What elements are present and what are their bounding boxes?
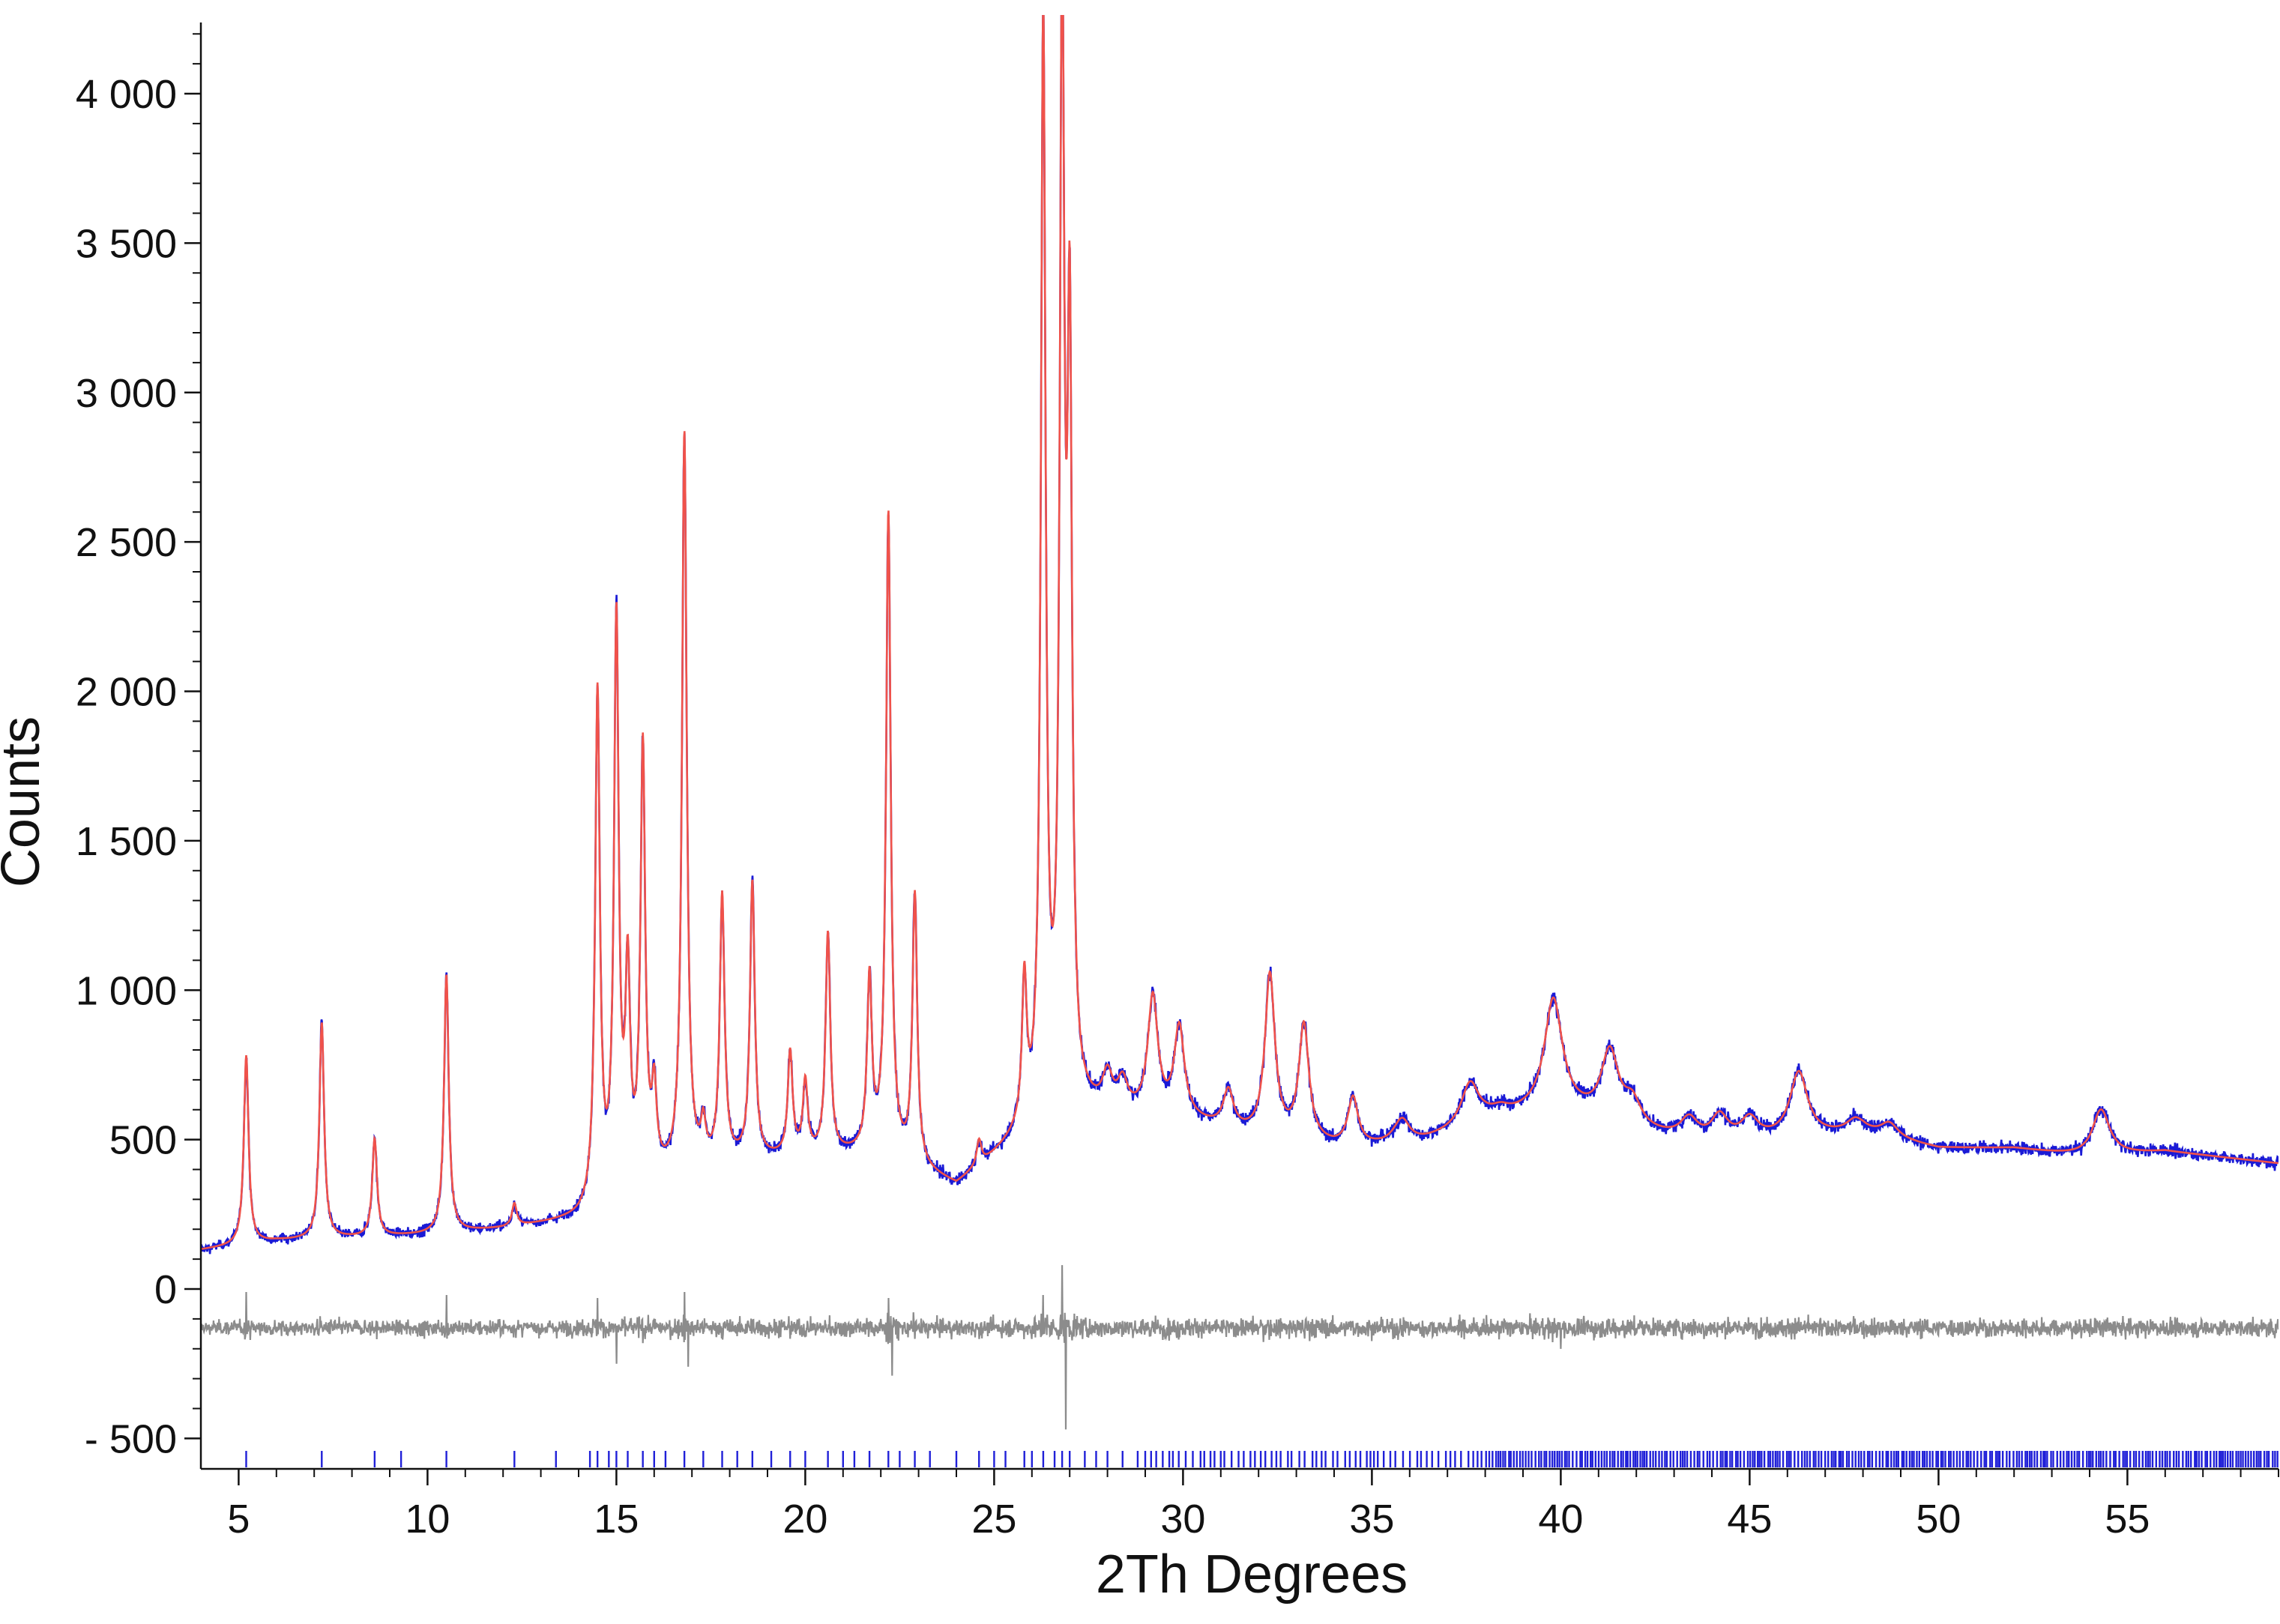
- x-tick-label: 30: [1160, 1497, 1205, 1542]
- x-tick-label: 50: [1916, 1497, 1961, 1542]
- x-tick-label: 55: [2105, 1497, 2150, 1542]
- difference-curve: [201, 1265, 2279, 1430]
- x-tick-label: 20: [782, 1497, 827, 1542]
- y-tick-label: - 500: [85, 1416, 177, 1461]
- plot-area: [201, 15, 2279, 1467]
- x-tick-label: 25: [971, 1497, 1016, 1542]
- observed-curve: [201, 15, 2279, 1255]
- y-tick-label: 500: [109, 1118, 177, 1163]
- y-tick-label: 3 500: [76, 221, 177, 266]
- y-tick-label: 1 000: [76, 968, 177, 1013]
- axes: 5 10 15 20 25 30 35 40 45 50 55 - 500 0 500 1 000 1 500…: [76, 22, 2279, 1542]
- y-tick-label: 2 000: [76, 670, 177, 715]
- y-tick-label: 2 500: [76, 520, 177, 565]
- x-tick-label: 45: [1727, 1497, 1772, 1542]
- x-tick-label: 40: [1538, 1497, 1583, 1542]
- reflection-ticks: [245, 1451, 2279, 1467]
- y-axis-label: Counts: [0, 716, 51, 887]
- x-tick-label: 35: [1349, 1497, 1394, 1542]
- y-tick-label: 3 000: [76, 371, 177, 416]
- x-tick-label: 5: [227, 1497, 250, 1542]
- y-tick-label: 1 500: [76, 819, 177, 864]
- calculated-curve: [201, 15, 2279, 1250]
- y-tick-label: 4 000: [76, 72, 177, 117]
- y-tick-label: 0: [154, 1267, 177, 1312]
- x-axis-label: 2Th Degrees: [1096, 1545, 1408, 1605]
- x-tick-label: 15: [594, 1497, 639, 1542]
- x-tick-label: 10: [405, 1497, 450, 1542]
